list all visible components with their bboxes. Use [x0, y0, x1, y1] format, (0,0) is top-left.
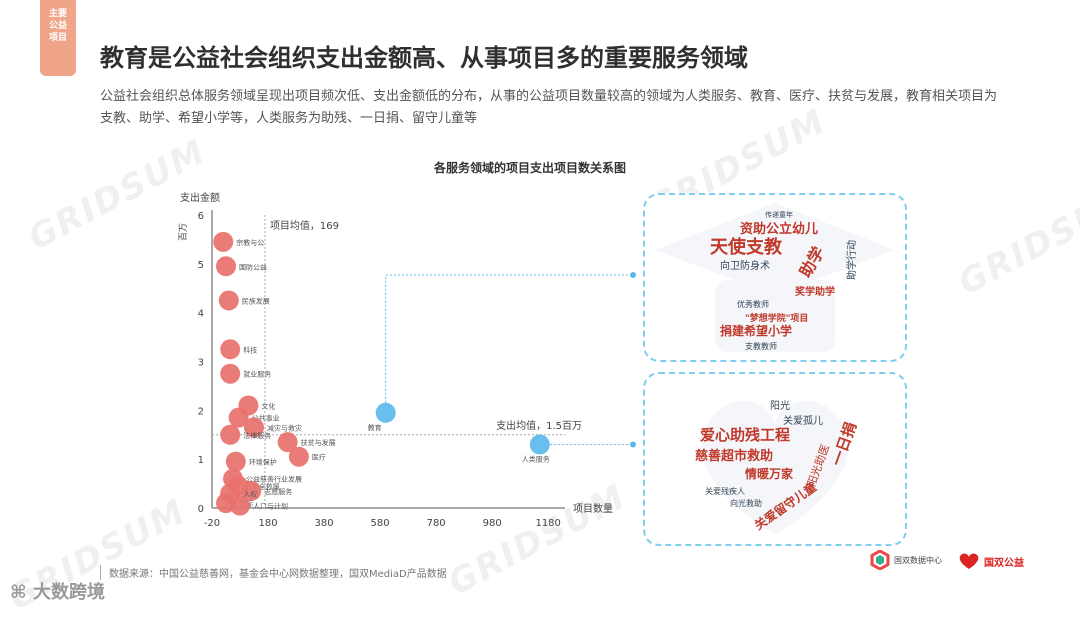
education-wordcloud-panel: 传递童年 资助公立幼儿 天使支教 助学 向卫防身术 奖学助学 "梦想学院"项目 … — [643, 193, 907, 362]
data-point — [241, 480, 262, 501]
x-tick-label: 180 — [258, 518, 277, 529]
tab-line-2: 公益 — [48, 21, 67, 31]
x-tick-label: 780 — [427, 518, 446, 529]
chart-points: 宗教与公国防公益民族发展科技就业服务文化公共事业减灾与救灾法律服务扶贫与发展医疗… — [213, 231, 550, 516]
data-point — [218, 290, 239, 311]
page-title: 教育是公益社会组织支出金额高、从事项目多的重要服务领域 — [100, 44, 748, 72]
point-label: 医疗 — [312, 453, 326, 462]
wordcloud-word: 资助公立幼儿 — [740, 221, 818, 237]
y-tick-label: 1 — [198, 455, 204, 466]
data-point — [228, 407, 249, 428]
graduation-cap-wordcloud: 传递童年 资助公立幼儿 天使支教 助学 向卫防身术 奖学助学 "梦想学院"项目 … — [655, 203, 895, 352]
y-tick-label: 6 — [198, 211, 204, 222]
point-label: 科技 — [243, 345, 257, 354]
wordcloud-word: 关爱孤儿 — [783, 414, 823, 427]
heart-wordcloud: 阳光 关爱孤儿 爱心助残工程 慈善超市救助 一日捐 阳光助医 情暖万家 关爱留守… — [695, 399, 860, 534]
tab-line-3: 项目 — [48, 33, 67, 43]
wordcloud-word: 向光救助 — [730, 498, 762, 508]
point-label: 公益慈善行业发展 — [246, 475, 302, 484]
education-connector-line — [385, 274, 633, 403]
logo1-text: 国双数据中心 — [894, 555, 942, 565]
heart-logo-icon — [959, 553, 979, 569]
x-tick-label: 580 — [371, 518, 390, 529]
wordcloud-word: 爱心助残工程 — [700, 426, 790, 444]
wordcloud-word: 优秀教师 — [737, 299, 769, 309]
wordcloud-word: 天使支教 — [710, 236, 783, 258]
point-label: 减灾与救灾 — [267, 423, 302, 432]
gridsum-logo: 国双数据中心 — [870, 550, 942, 570]
data-point — [220, 339, 241, 360]
point-label: 民族发展 — [242, 296, 270, 305]
wordcloud-word: 情暖万家 — [745, 466, 794, 481]
brand-icon: ⌘ — [10, 582, 33, 603]
x-tick-label: 980 — [483, 518, 502, 529]
wordcloud-word: 支教教师 — [745, 341, 777, 351]
wordcloud-word: 阳光 — [770, 399, 790, 412]
hexagon-logo-icon — [870, 550, 890, 570]
data-point — [244, 417, 265, 438]
point-label: 就业服务 — [243, 370, 271, 379]
wordcloud-word: 奖学助学 — [795, 285, 835, 298]
data-point — [225, 451, 246, 472]
connector-dot — [630, 272, 636, 278]
data-point — [216, 256, 237, 277]
y-tick-label: 0 — [198, 504, 204, 515]
brand-watermark: ⌘ 大数跨境 — [10, 582, 105, 603]
human-services-wordcloud-panel: 阳光 关爱孤儿 爱心助残工程 慈善超市救助 一日捐 阳光助医 情暖万家 关爱留守… — [643, 372, 907, 546]
connector-dot — [630, 441, 636, 448]
logo2-text: 国双公益 — [984, 557, 1024, 569]
wordcloud-word: 捐建希望小学 — [720, 323, 792, 338]
wordcloud-word: 关爱残疾人 — [705, 486, 745, 496]
wordcloud-word: 助学行动 — [845, 240, 858, 280]
point-label: 环境保护 — [249, 458, 277, 467]
wordcloud-word: "梦想学院"项目 — [745, 312, 808, 324]
wordcloud-word: 传递童年 — [765, 210, 793, 219]
data-point — [220, 424, 241, 445]
data-point — [220, 363, 241, 384]
page-subtitle: 公益社会组织总体服务领域呈现出项目频次低、支出金额低的分布，从事的公益项目数量较… — [100, 89, 998, 126]
data-point — [230, 495, 251, 516]
y-tick-label: 5 — [198, 260, 204, 271]
data-source: 数据来源：中国公益慈善网，基金会中心网数据整理，国双MediaD产品数据 — [100, 565, 447, 580]
point-label: 人类服务 — [522, 455, 550, 464]
point-label: 人口与计划 — [253, 502, 288, 511]
x-mean-label: 项目均值，169 — [270, 219, 339, 232]
x-tick-label: 380 — [315, 518, 334, 529]
y-tick-label: 2 — [198, 406, 204, 417]
data-point — [277, 432, 298, 453]
chart-title: 各服务领域的项目支出项目数关系图 — [433, 160, 626, 175]
point-label: 宗教与公 — [236, 238, 264, 247]
point-label: 教育 — [368, 423, 382, 432]
point-label: 公共事业 — [252, 414, 280, 423]
section-tab: 主要 公益 项目 — [40, 0, 76, 76]
data-point — [375, 402, 396, 423]
data-point — [288, 446, 309, 467]
point-label: 人权 — [243, 489, 257, 498]
point-label: 扶贫与发展 — [301, 438, 336, 447]
point-label: 国防公益 — [239, 262, 267, 271]
x-tick-label: 1180 — [535, 518, 560, 529]
y-axis-unit: 百万 — [178, 223, 189, 241]
x-tick-label: -20 — [204, 518, 220, 529]
charity-logo: 国双公益 — [958, 552, 1024, 570]
y-mean-label: 支出均值，1.5百万 — [496, 419, 582, 432]
data-point — [529, 434, 550, 455]
y-tick-label: 3 — [198, 358, 204, 369]
wordcloud-word: 慈善超市救助 — [695, 448, 773, 464]
y-axis-label: 支出金额 — [180, 191, 220, 204]
point-label: 法律服务 — [243, 431, 271, 440]
wordcloud-word: 向卫防身术 — [720, 259, 770, 272]
point-label: 志愿服务 — [264, 487, 292, 496]
tab-line-1: 主要 — [48, 9, 67, 19]
x-axis-label: 项目数量 — [573, 502, 613, 515]
y-tick-label: 4 — [198, 309, 204, 320]
data-point — [213, 231, 234, 252]
point-label: 文化 — [261, 401, 275, 410]
point-label: 安全救援 — [252, 482, 280, 491]
